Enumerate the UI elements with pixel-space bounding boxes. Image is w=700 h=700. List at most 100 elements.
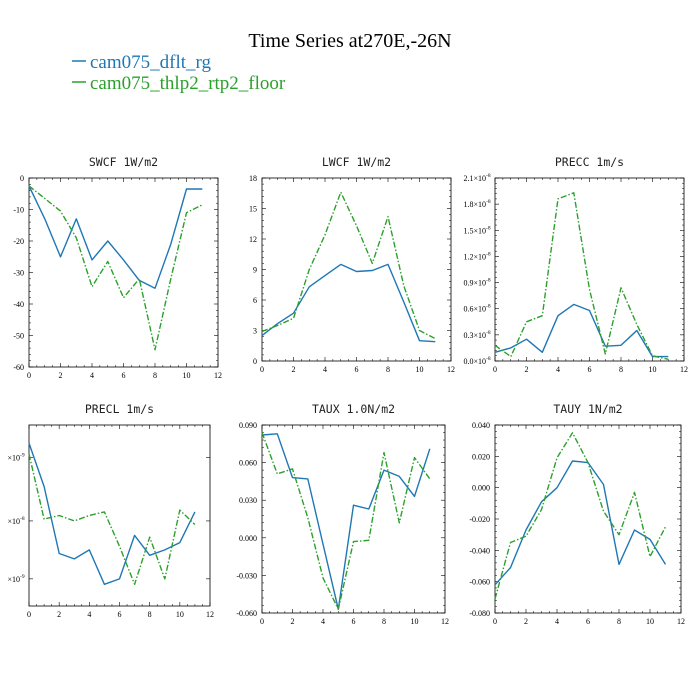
y-tick-label: -60: [13, 363, 24, 372]
x-tick-label: 8: [153, 371, 157, 380]
panel-title: PRECL 1m/s: [85, 402, 154, 416]
y-tick-label: 15: [249, 205, 257, 214]
y-tick-label: -0.040: [469, 546, 490, 555]
legend: cam075_dflt_rg cam075_thlp2_rtp2_floor: [72, 52, 286, 94]
x-tick-label: 12: [447, 365, 455, 374]
x-tick-label: 6: [588, 365, 592, 374]
y-tick-label: -0.030: [236, 571, 257, 580]
x-tick-label: 4: [90, 371, 94, 380]
panel-3: PRECL 1m/s0 2 4 6 8 10 12×10 -9×10 -8×10 -9: [7, 402, 214, 619]
y-tick-label: 6: [253, 296, 257, 305]
y-tick-exponent: -8: [486, 356, 491, 362]
series-line-dflt: [28, 185, 203, 289]
legend-label-floor: cam075_thlp2_rtp2_floor: [90, 73, 286, 94]
x-tick-label: 2: [524, 617, 528, 626]
x-tick-label: 12: [214, 371, 222, 380]
x-tick-label: 10: [646, 617, 654, 626]
y-tick-label: 1.8×10: [463, 200, 486, 209]
x-tick-label: 2: [57, 610, 61, 619]
x-tick-label: 4: [321, 617, 325, 626]
x-tick-label: 8: [619, 365, 623, 374]
y-tick-exponent: -8: [20, 516, 25, 522]
y-tick-exponent: -8: [486, 225, 491, 231]
series-line-dflt: [494, 303, 669, 358]
x-tick-label: 2: [59, 371, 63, 380]
panel-5: TAUY 1N/m2 0 2 4 6 8 10 12 -0.080 -0.060 -0.040 -0.…: [469, 402, 685, 626]
panel-title: TAUX 1.0N/m2: [312, 402, 395, 416]
y-tick-exponent: -8: [486, 251, 491, 257]
y-tick-label: ×10: [7, 454, 20, 463]
x-tick-label: 0: [27, 371, 31, 380]
x-tick-label: 8: [386, 365, 390, 374]
y-tick-label: 0.9×10: [463, 279, 486, 288]
x-tick-label: 2: [525, 365, 529, 374]
x-tick-label: 10: [183, 371, 191, 380]
y-tick-label: 3: [253, 327, 257, 336]
x-tick-label: 4: [556, 365, 560, 374]
series-line-floor: [261, 191, 436, 340]
series-line-floor: [494, 432, 667, 600]
y-tick-label: ×10: [7, 517, 20, 526]
y-tick-label: -0.060: [236, 609, 257, 618]
panel-1: LWCF 1W/m2 0 2 4 6 8 10 12 0 3 6 9 12 15 18: [249, 155, 455, 374]
x-tick-label: 0: [493, 365, 497, 374]
y-tick-label: -0.060: [469, 578, 490, 587]
series-line-dflt: [28, 442, 196, 585]
x-tick-label: 12: [680, 365, 688, 374]
panel-title: LWCF 1W/m2: [322, 155, 391, 169]
y-tick-label: 0.090: [239, 421, 257, 430]
series-line-floor: [261, 432, 431, 610]
x-tick-label: 0: [493, 617, 497, 626]
series-line-floor: [28, 453, 196, 585]
y-tick-label: 0.6×10: [463, 305, 486, 314]
panels: SWCF 1W/m20 2 4 6 8 10 12-60-50-40-30-20-100LW…: [7, 155, 688, 626]
y-tick-exponent: -8: [486, 199, 491, 205]
panel-0: SWCF 1W/m2 0 2 4 6 8 10 12 -60 -50 -40 -30 -20 -10 0: [13, 155, 222, 380]
y-tick-label: ×10: [7, 575, 20, 584]
panel-4: TAUX 1.0N/m2 0 2 4 6 8 10 12 -0.060 -0.030 0.000 0.…: [236, 402, 449, 626]
y-tick-exponent: -9: [20, 453, 25, 459]
y-tick-label: 0.040: [472, 421, 490, 430]
x-tick-label: 10: [416, 365, 424, 374]
x-tick-label: 6: [586, 617, 590, 626]
y-tick-label: 1.2×10: [463, 252, 486, 261]
y-tick-exponent: -8: [486, 278, 491, 284]
x-tick-label: 12: [441, 617, 449, 626]
y-tick-label: -40: [13, 300, 24, 309]
x-tick-label: 4: [555, 617, 559, 626]
x-tick-label: 6: [352, 617, 356, 626]
y-tick-exponent: -8: [486, 173, 491, 179]
y-tick-label: 0: [20, 174, 24, 183]
x-tick-label: 8: [617, 617, 621, 626]
x-tick-label: 8: [148, 610, 152, 619]
y-tick-label: -10: [13, 206, 24, 215]
y-tick-label: 2.1×10: [463, 174, 486, 183]
x-tick-label: 2: [292, 365, 296, 374]
x-tick-label: 0: [260, 365, 264, 374]
legend-label-dflt: cam075_dflt_rg: [90, 52, 212, 73]
x-tick-label: 4: [87, 610, 91, 619]
series-line-floor: [28, 185, 203, 351]
x-tick-label: 6: [122, 371, 126, 380]
x-tick-label: 10: [411, 617, 419, 626]
panel-title: TAUY 1N/m2: [553, 402, 622, 416]
y-tick-label: -30: [13, 269, 24, 278]
y-tick-label: 0.0×10: [463, 357, 486, 366]
x-tick-label: 6: [355, 365, 359, 374]
y-tick-label: 0.3×10: [463, 331, 486, 340]
y-tick-label: 9: [253, 266, 257, 275]
y-tick-label: -0.080: [469, 609, 490, 618]
y-tick-label: -50: [13, 332, 24, 341]
y-tick-label: 0.030: [239, 496, 257, 505]
series-line-dflt: [494, 460, 667, 586]
panel-title: SWCF 1W/m2: [89, 155, 158, 169]
x-tick-label: 10: [176, 610, 184, 619]
series-line-dflt: [261, 433, 431, 610]
x-tick-label: 12: [677, 617, 685, 626]
series-line-dflt: [261, 263, 436, 343]
y-tick-label: 18: [249, 174, 257, 183]
y-tick-exponent: -8: [486, 330, 491, 336]
panel-title: PRECC 1m/s: [555, 155, 624, 169]
x-tick-label: 6: [118, 610, 122, 619]
